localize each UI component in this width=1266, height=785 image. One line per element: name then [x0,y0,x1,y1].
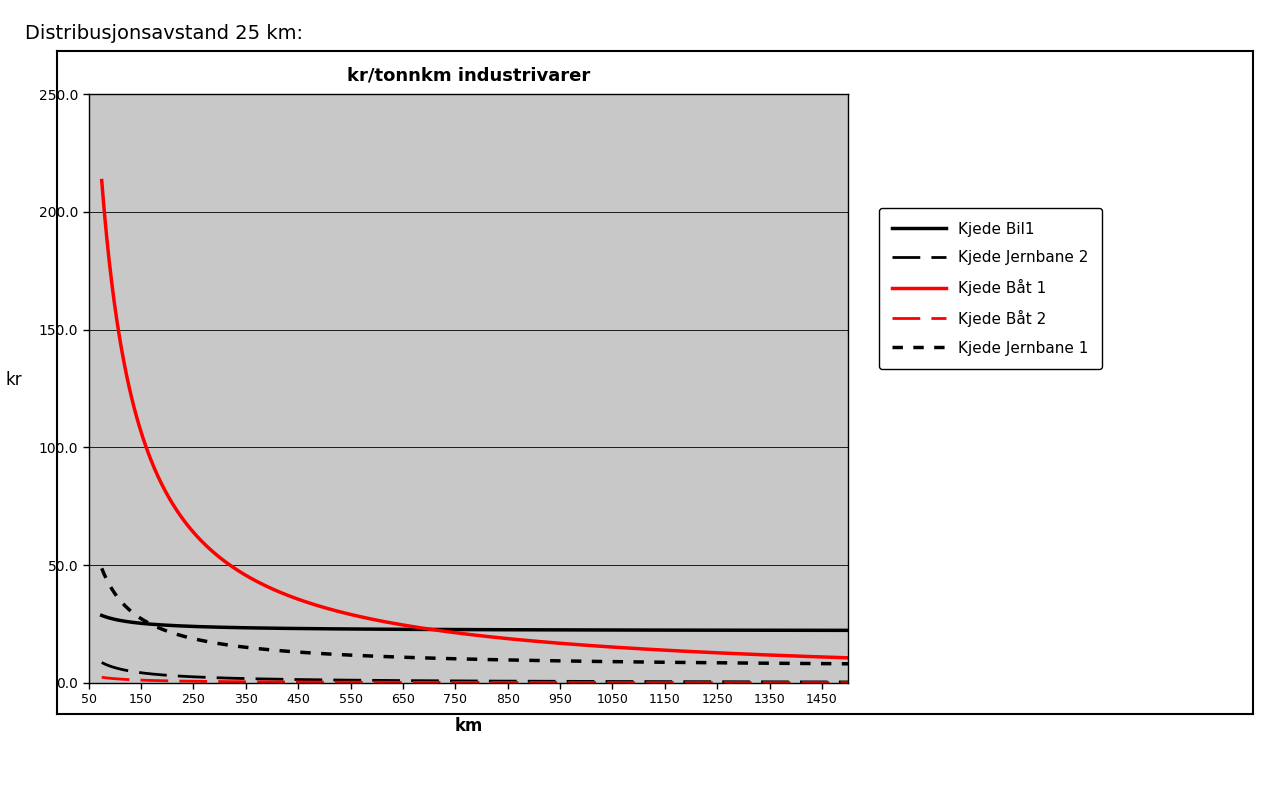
X-axis label: km: km [454,717,482,736]
Legend: Kjede Bil1, Kjede Jernbane 2, Kjede Båt 1, Kjede Båt 2, Kjede Jernbane 1: Kjede Bil1, Kjede Jernbane 2, Kjede Båt … [879,208,1103,370]
Title: kr/tonnkm industrivarer: kr/tonnkm industrivarer [347,66,590,84]
Y-axis label: kr: kr [5,371,22,389]
Text: Distribusjonsavstand 25 km:: Distribusjonsavstand 25 km: [25,24,304,42]
